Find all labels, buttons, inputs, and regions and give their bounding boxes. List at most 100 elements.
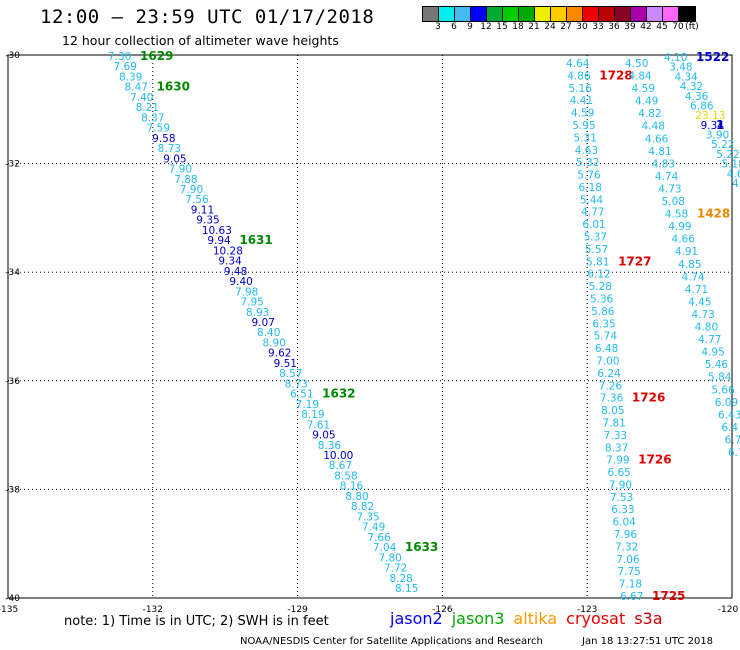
wave-height-value: 4.59 [632,83,655,95]
wave-height-value: 9.07 [252,317,275,329]
wave-height-value: 6.12 [587,269,610,281]
wave-height-value: 4.73 [691,309,714,321]
wave-height-value: 6.18 [579,182,602,194]
wave-height-value: 4.77 [581,207,604,219]
wave-height-value: 10.63 [202,225,232,237]
wave-height-value: 5.36 [590,294,614,306]
wave-height-value: 5.32 [576,157,599,169]
color-scale-label: 42 [640,22,652,32]
color-scale-bar [422,6,696,22]
pass-time-label: 1728 [599,68,632,82]
color-scale-label: 39 [624,22,636,32]
wave-height-value: 8.21 [136,102,159,114]
wave-height-value: 7.72 [384,563,407,575]
color-scale-cell [567,7,583,21]
wave-height-value: 6.43 [718,409,740,421]
satellite-legend-item: altika [513,609,558,628]
wave-height-value: 8.19 [301,409,324,421]
wave-height-value: 4.86 [567,70,591,82]
wave-height-value: 9.34 [701,120,725,132]
wave-height-value: 8.80 [345,491,368,503]
wave-height-value: 9.94 [207,235,231,247]
wave-height-value: 4.64 [566,58,590,70]
color-scale-cell [535,7,551,21]
wave-height-value: 7.66 [367,532,391,544]
color-scale-label: 9 [467,22,473,32]
wave-height-value: 10.00 [323,450,353,462]
wave-height-value: 4.84 [628,71,652,83]
wave-height-value: 9.05 [163,153,186,165]
color-scale-cell [615,7,631,21]
color-scale-label: 24 [544,22,556,32]
color-scale-cell [439,7,455,21]
color-scale-cell [551,7,567,21]
wave-height-value: 7.32 [615,541,638,553]
wave-height-value: 4.50 [625,58,648,70]
wave-height-value: 7.49 [362,522,385,534]
color-scale-label: 3 [435,22,441,32]
wave-height-value: 4.66 [645,133,669,145]
wave-height-value: 6.7 [725,434,740,446]
wave-height-value: 6.48 [595,343,618,355]
color-scale-label: (ft) [685,22,699,32]
wave-height-value: 8.67 [329,460,352,472]
wave-height-value: 8.39 [119,71,142,83]
color-scale-label: 12 [480,22,492,32]
pass-time-label: 1632 [322,387,355,401]
wave-height-value: 5.46 [705,359,729,371]
wave-height-value: 7.19 [296,399,319,411]
credit-line: NOAA/NESDIS Center for Satellite Applica… [240,636,543,647]
longitude-tick-label: -126 [432,605,453,615]
wave-height-value: 4.32 [680,81,703,93]
wave-height-value: 6.24 [597,368,621,380]
wave-height-value: 9.11 [191,204,214,216]
wave-height-value: 4.83 [652,158,675,170]
wave-height-value: 6.67 [620,591,643,603]
wave-height-value: 8.05 [601,405,624,417]
wave-height-value: 6.7 [728,447,740,459]
wave-height-value: 7.69 [114,61,137,73]
wave-height-value: 4.45 [688,296,711,308]
color-scale-label: 30 [576,22,588,32]
longitude-tick-label: -135 [0,605,18,615]
wave-height-value: 8.37 [141,112,164,124]
wave-height-value: 5.18 [722,159,740,171]
wave-height-value: 7.90 [169,164,192,176]
wave-height-value: 8.90 [263,337,286,349]
color-scale-cell [663,7,679,21]
wave-height-value: 7.95 [240,297,263,309]
wave-height-value: 3.48 [669,62,692,74]
wave-height-value: 7.80 [378,552,401,564]
latitude-tick-label: -32 [5,160,20,170]
wave-height-value: 4.74 [681,271,705,283]
latitude-tick-label: -40 [5,594,20,604]
wave-height-value: 7.98 [235,286,258,298]
pass-time-label: 1727 [618,254,651,268]
wave-height-value: 9.34 [218,256,242,268]
wave-height-value: 5.28 [589,281,612,293]
wave-height-value: 7.81 [602,417,625,429]
pass-time-label: 1725 [652,589,685,603]
color-scale-label: 15 [496,22,508,32]
wave-height-value: 8.58 [334,470,357,482]
wave-height-value: 8.82 [351,501,374,513]
wave-height-value: 7.26 [599,380,623,392]
pass-time-label: 1 [716,118,724,132]
wave-height-value: 5.22 [711,139,734,151]
color-scale-cell [519,7,535,21]
wave-height-value: 8.15 [395,583,418,595]
wave-height-value: 4.6 [732,178,740,190]
wave-height-value: 8.16 [340,481,364,493]
wave-height-value: 4.85 [678,259,701,271]
wave-height-value: 4.81 [648,146,671,158]
wave-height-value: 6.33 [611,504,634,516]
wave-height-value: 4.49 [635,96,658,108]
wave-height-value: 7.04 [373,542,397,554]
wave-height-value: 23.13 [695,110,725,122]
map-title: 12:00 — 23:59 UTC 01/17/2018 [40,6,375,28]
wave-height-value: 9.58 [152,133,175,145]
color-scale-cell [599,7,615,21]
wave-height-value: 5.37 [584,232,607,244]
wave-height-value: 9.51 [274,358,297,370]
